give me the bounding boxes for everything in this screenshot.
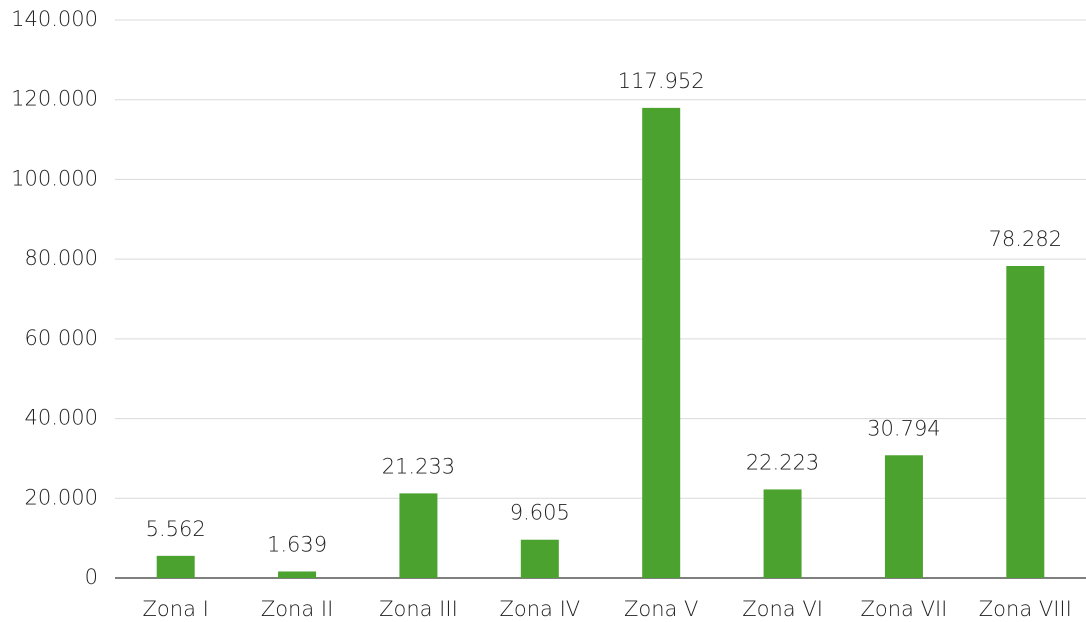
x-tick-label: Zona IV: [499, 597, 580, 621]
value-label: 30.794: [867, 416, 940, 440]
x-tick-label: Zona V: [624, 597, 698, 621]
bar: [763, 489, 802, 578]
x-tick-label: Zona I: [143, 597, 209, 621]
bar: [1006, 265, 1045, 578]
bar: [399, 493, 438, 578]
value-label: 78.282: [989, 227, 1062, 251]
bar: [642, 107, 681, 579]
bar: [520, 539, 559, 578]
value-label: 22.223: [746, 450, 819, 474]
value-label: 117.952: [618, 69, 705, 93]
value-label: 5.562: [146, 517, 206, 541]
y-tick-label: 120.000: [11, 87, 98, 111]
x-tick-label: Zona III: [379, 597, 458, 621]
y-tick-label: 140.000: [11, 7, 98, 31]
x-tick-label: Zona VII: [861, 597, 948, 621]
y-tick-label: 0: [85, 565, 98, 589]
y-tick-label: 100.000: [11, 166, 98, 190]
x-tick-label: Zona VIII: [979, 597, 1072, 621]
bar: [156, 555, 195, 578]
bar: [884, 455, 923, 578]
x-tick-label: Zona VI: [742, 597, 823, 621]
bar: [278, 571, 317, 578]
y-tick-label: 60 000: [25, 326, 98, 350]
value-label: 21.233: [382, 454, 455, 478]
value-label: 1.639: [267, 532, 327, 556]
value-label: 9.605: [510, 501, 570, 525]
x-tick-label: Zona II: [261, 597, 333, 621]
y-tick-label: 20.000: [25, 485, 98, 509]
y-tick-label: 80.000: [25, 246, 98, 270]
y-tick-label: 40.000: [25, 406, 98, 430]
